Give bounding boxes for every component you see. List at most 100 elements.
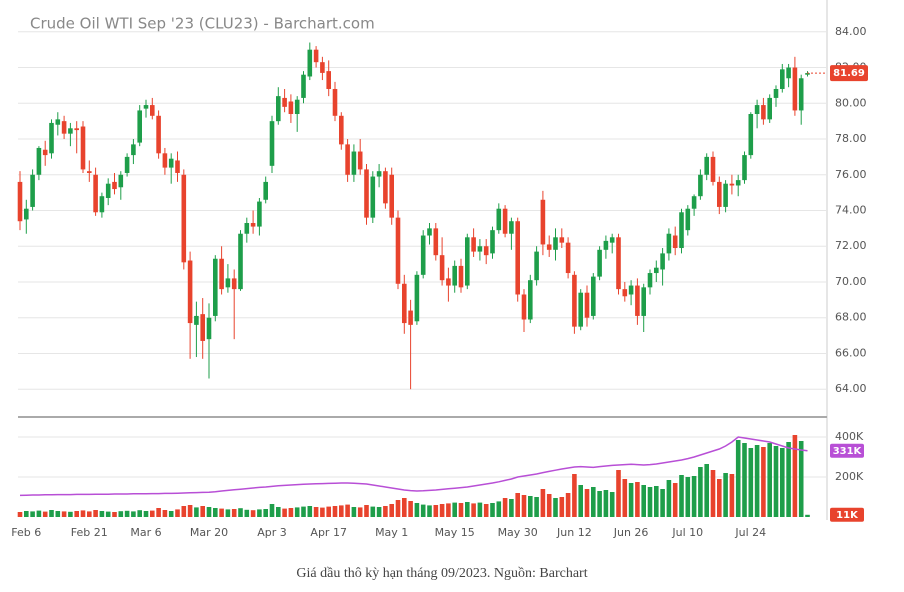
candle-body: [55, 119, 61, 125]
candle-body: [773, 88, 779, 98]
volume-bar: [780, 448, 785, 517]
candle-body: [301, 74, 306, 98]
candle-body: [294, 99, 300, 115]
volume-bar: [578, 485, 583, 517]
candle-body: [194, 315, 199, 325]
candle-body: [515, 221, 520, 295]
candle-body: [509, 221, 514, 234]
volume-bar: [244, 509, 250, 517]
x-tick-label: Jul 24: [734, 526, 766, 539]
candle-body: [729, 183, 735, 186]
candle-body: [748, 114, 754, 156]
candle-body: [546, 244, 552, 250]
volume-bar: [80, 510, 86, 517]
candle-body: [124, 156, 130, 173]
candle-body: [420, 235, 426, 275]
volume-bar: [131, 511, 136, 517]
volume-bar: [597, 491, 602, 517]
candle-body: [263, 181, 268, 200]
volume-bar: [666, 480, 672, 517]
volume-bar: [143, 511, 149, 517]
candle-body: [269, 121, 275, 166]
volume-bar: [647, 487, 653, 517]
volume-bar: [332, 506, 338, 517]
candle-body: [162, 153, 168, 168]
volume-bar: [93, 510, 98, 517]
volume-average-line: [19, 436, 808, 497]
volume-bar: [509, 499, 514, 517]
candle-body: [99, 196, 105, 213]
candle-body: [704, 156, 709, 175]
candle-body: [502, 208, 508, 234]
volume-bar: [181, 506, 187, 517]
volume-bar: [351, 507, 357, 517]
candle-body: [616, 237, 621, 290]
candle-body: [168, 158, 174, 168]
candle-body: [143, 105, 149, 109]
candle-body: [672, 235, 678, 249]
candle-body: [578, 292, 583, 327]
volume-bar: [24, 511, 29, 517]
volume-bar: [798, 441, 804, 517]
volume-bar: [628, 483, 634, 517]
volume-bar: [61, 511, 67, 517]
candle-body: [49, 122, 54, 154]
candle-body: [68, 128, 73, 134]
x-tick-label: Mar 20: [190, 526, 228, 539]
candle-body: [521, 294, 527, 320]
candle-body: [591, 276, 596, 316]
candle-body: [666, 233, 672, 254]
candle-body: [780, 69, 785, 89]
volume-bar: [42, 511, 48, 517]
volume-bar: [805, 514, 810, 517]
candle-body: [761, 105, 766, 120]
volume-bar: [402, 498, 407, 517]
candle-body: [219, 258, 224, 290]
candle-body: [609, 237, 615, 243]
y-tick-label: 68.00: [835, 311, 867, 324]
volume-bar: [187, 505, 193, 517]
volume-bar: [528, 496, 533, 517]
volume-bar: [414, 503, 420, 517]
candle-body: [540, 199, 546, 245]
candle-body: [710, 156, 716, 182]
candle-body: [452, 265, 457, 286]
volume-bar: [452, 502, 457, 517]
volume-bar: [326, 506, 331, 517]
volume-bar: [194, 507, 199, 517]
candle-body: [798, 78, 804, 111]
volume-bar: [137, 510, 142, 517]
volume-bar: [679, 475, 684, 517]
volume-bar: [17, 512, 23, 517]
volume-bar: [761, 447, 766, 517]
volume-bar: [534, 497, 539, 517]
volume-bar: [383, 506, 388, 517]
candle-body: [483, 246, 489, 256]
candle-body: [257, 201, 262, 227]
volume-bar: [767, 443, 772, 517]
x-tick-label: Jul 10: [671, 526, 703, 539]
candle-body: [156, 115, 161, 154]
candle-body: [628, 285, 634, 295]
volume-bar: [710, 470, 716, 517]
caption: Giá dầu thô kỳ hạn tháng 09/2023. Nguồn:…: [296, 566, 587, 581]
volume-bar: [553, 498, 558, 517]
candle-body: [414, 274, 420, 322]
volume-bar: [477, 502, 483, 517]
volume-bar: [546, 494, 552, 517]
volume-bar: [773, 446, 779, 517]
volume-bar: [717, 479, 722, 517]
volume-bar: [357, 507, 363, 517]
volume-bar: [660, 489, 665, 517]
candle-body: [370, 176, 376, 218]
candle-body: [408, 310, 413, 325]
volume-bar: [427, 505, 432, 517]
volume-bar: [376, 507, 382, 517]
candle-body: [36, 147, 42, 175]
candle-body: [402, 283, 407, 324]
candle-body: [427, 228, 432, 236]
volume-bar: [685, 477, 691, 517]
candle-body: [767, 97, 772, 120]
candle-body: [357, 151, 363, 170]
